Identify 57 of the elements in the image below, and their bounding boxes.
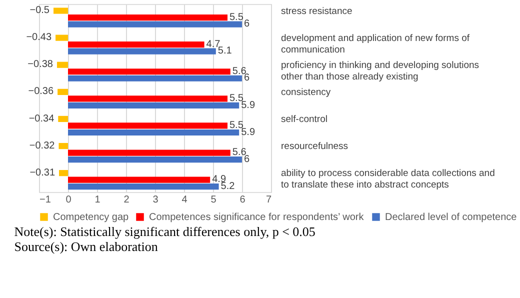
data-label: −0.31: [30, 167, 56, 178]
bar: [68, 129, 240, 136]
y-tick-label: development and application of new forms of communication: [281, 32, 470, 56]
bar: [68, 122, 228, 129]
x-tick-label: −1: [40, 194, 52, 206]
text: Note(s): Statistically significant differences only, p < 0.05: [14, 224, 316, 239]
bar: [68, 42, 204, 48]
bar: [56, 34, 68, 41]
data-label: 5.1: [218, 46, 232, 57]
data-label: −0.36: [28, 86, 54, 98]
x-tick-label: 2: [124, 194, 130, 206]
bar: [68, 102, 240, 108]
bar: [68, 75, 242, 82]
data-label: −0.43: [26, 32, 52, 44]
data-label: 6: [244, 154, 250, 165]
bar: [68, 14, 228, 21]
x-tick-label: 3: [152, 194, 159, 206]
legend-label: Competences significance for respondents’ work: [149, 212, 365, 223]
x-tick-label: 5: [210, 194, 217, 206]
bar: [68, 156, 242, 163]
x-tick-label: 7: [266, 194, 272, 206]
data-label: −0.5: [30, 5, 50, 16]
y-tick-label: stress resistance: [281, 6, 352, 17]
x-tick-label: 0: [66, 194, 72, 206]
bar: [68, 21, 242, 28]
data-label: 5.5: [230, 12, 244, 23]
data-label: 5.9: [241, 126, 256, 138]
bar: [68, 48, 216, 54]
data-label: 5.9: [241, 100, 256, 111]
legend-label: Declared level of competence: [385, 212, 518, 223]
bar: [58, 142, 68, 150]
x-tick-label: 1: [94, 194, 101, 206]
data-label: −0.38: [28, 59, 54, 70]
data-label: 6: [244, 18, 250, 30]
bar: [68, 96, 228, 102]
y-tick-label: self-control: [281, 114, 328, 126]
bar: [54, 8, 68, 14]
legend-label: Competency gap: [53, 212, 130, 223]
bar: [59, 170, 68, 176]
data-label: 5.2: [220, 180, 236, 192]
data-label: −0.32: [29, 140, 56, 152]
y-tick-label: resourcefulness: [281, 141, 348, 152]
bar: [58, 88, 68, 95]
data-label: −0.34: [28, 113, 55, 124]
bar: [68, 184, 219, 190]
y-tick-label: ability to process considerable data collections and to translate these into abstract concepts: [281, 168, 495, 191]
data-label: 6: [244, 72, 250, 84]
bar: [68, 176, 210, 183]
bar: [56, 62, 68, 68]
bar: [68, 150, 230, 156]
bar: [68, 68, 230, 75]
bar: [58, 116, 68, 122]
source-note: Source(s): Own elaboration: [14, 239, 158, 254]
y-tick-label: consistency: [281, 87, 331, 98]
x-tick-label: 6: [240, 194, 246, 206]
x-tick-label: 4: [182, 194, 188, 206]
y-tick-label: proficiency in thinking and developing solutions other than those already existing: [281, 60, 480, 82]
